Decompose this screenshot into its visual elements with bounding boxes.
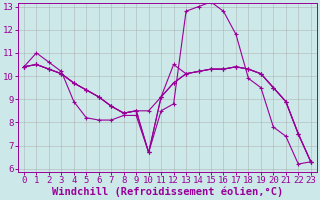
X-axis label: Windchill (Refroidissement éolien,°C): Windchill (Refroidissement éolien,°C) <box>52 187 283 197</box>
